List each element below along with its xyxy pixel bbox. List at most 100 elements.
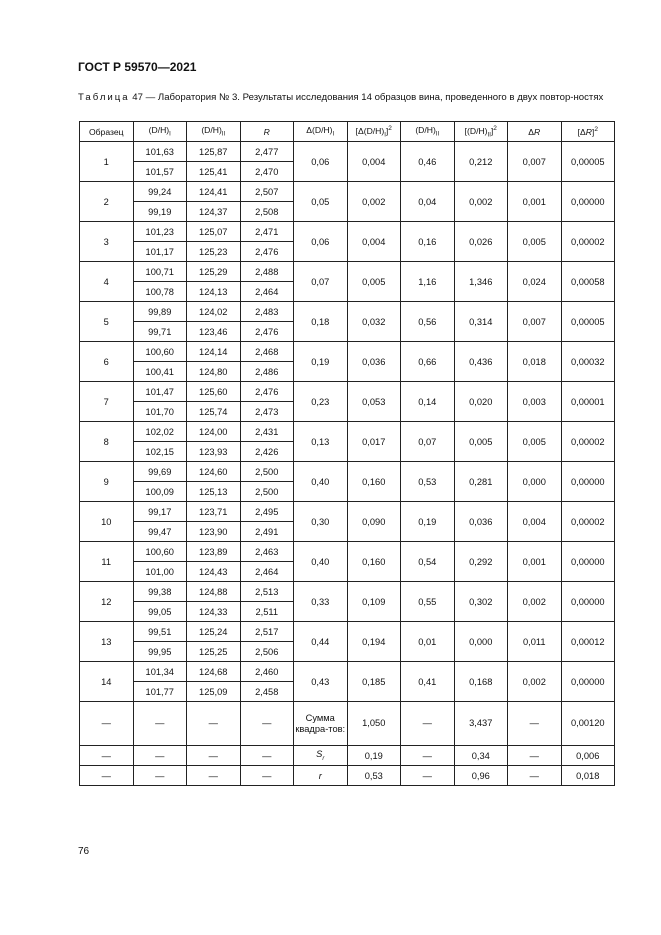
dh1-cell: 101,63	[132, 141, 187, 162]
r-cell: 2,460	[239, 661, 294, 682]
sample-number-cell: 10	[79, 501, 134, 542]
dh2-cell: 125,13	[186, 481, 241, 502]
sample-number-cell: 6	[79, 341, 134, 382]
d2sq-cell: 0,302	[453, 581, 508, 622]
summary-value-cell: 0,96	[453, 765, 508, 786]
dh1-cell: 101,00	[132, 561, 187, 582]
r-cell: 2,477	[239, 141, 294, 162]
d1sq-cell: 0,185	[346, 661, 401, 702]
summary-value-cell: 0,19	[346, 745, 401, 766]
drsq-cell: 0,00058	[560, 261, 615, 302]
dh2-cell: 125,25	[186, 641, 241, 662]
dh1-cell: 99,69	[132, 461, 187, 482]
summary-value-cell: —	[507, 701, 562, 746]
dr-cell: 0,005	[507, 221, 562, 262]
dh2-cell: 124,60	[186, 461, 241, 482]
r-cell: 2,517	[239, 621, 294, 642]
caption-text: 47 — Лаборатория № 3. Результаты исследо…	[132, 92, 604, 103]
sample-number-cell: 14	[79, 661, 134, 702]
table-row: 6 100,60 124,14 2,468 0,19 0,036 0,66 0,436 0,01…	[79, 341, 615, 382]
r-cell: 2,513	[239, 581, 294, 602]
sample-number-cell: 8	[79, 421, 134, 462]
table-header-row: Образец (D/H)I (D/H)II R Δ(D/H)I [Δ(D/H)…	[79, 121, 615, 142]
table-row: 2 99,24 124,41 2,507 0,05 0,002 0,04 0,002 0,001…	[79, 181, 615, 222]
table-row-repeat: 99,95 125,25 2,506	[80, 641, 615, 662]
r-cell: 2,464	[239, 281, 294, 302]
d1-cell: 0,06	[293, 141, 348, 182]
drsq-cell: 0,00000	[560, 581, 615, 622]
drsq-cell: 0,00002	[560, 221, 615, 262]
table-row: 14 101,34 124,68 2,460 0,43 0,185 0,41 0,168 0,0…	[79, 661, 615, 702]
summary-value-cell: —	[400, 765, 455, 786]
table-row-repeat: 101,17 125,23 2,476	[80, 241, 615, 262]
dh1-cell: 100,41	[132, 361, 187, 382]
d2-cell: 0,54	[400, 541, 455, 582]
summary-label-cell: Сумма квадра-тов:	[293, 701, 348, 746]
summary-value-cell: —	[400, 745, 455, 766]
dr-cell: 0,007	[507, 141, 562, 182]
d2-cell: 0,53	[400, 461, 455, 502]
dr-cell: 0,005	[507, 421, 562, 462]
r-cell: 2,495	[239, 501, 294, 522]
d1sq-cell: 0,160	[346, 461, 401, 502]
dh1-cell: 101,47	[132, 381, 187, 402]
dh1-cell: 101,34	[132, 661, 187, 682]
table-row: 11 100,60 123,89 2,463 0,40 0,160 0,54 0,292 0,0…	[79, 541, 615, 582]
dh2-cell: 125,41	[186, 161, 241, 182]
dh1-cell: 102,02	[132, 421, 187, 442]
dh2-cell: 124,02	[186, 301, 241, 322]
table-row-repeat: 101,00 124,43 2,464	[80, 561, 615, 582]
sample-number-cell: 3	[79, 221, 134, 262]
summary-value-cell: 0,00120	[560, 701, 615, 746]
d2-cell: 0,16	[400, 221, 455, 262]
dh2-cell: 125,87	[186, 141, 241, 162]
dh2-cell: 123,93	[186, 441, 241, 462]
dh1-cell: 100,78	[132, 281, 187, 302]
d2-cell: 0,07	[400, 421, 455, 462]
d1-cell: 0,19	[293, 341, 348, 382]
r-cell: 2,458	[239, 681, 294, 702]
d1sq-cell: 0,194	[346, 621, 401, 662]
d2sq-cell: 1,346	[453, 261, 508, 302]
sample-number-cell: 7	[79, 381, 134, 422]
d1-cell: 0,40	[293, 461, 348, 502]
summary-value-cell: —	[239, 745, 294, 766]
dh2-cell: 124,14	[186, 341, 241, 362]
drsq-cell: 0,00032	[560, 341, 615, 382]
d2sq-cell: 0,168	[453, 661, 508, 702]
table-row: 12 99,38 124,88 2,513 0,33 0,109 0,55 0,302 0,00…	[79, 581, 615, 622]
summary-value-cell: —	[507, 745, 562, 766]
d2-cell: 0,55	[400, 581, 455, 622]
dh1-cell: 100,60	[132, 541, 187, 562]
r-cell: 2,491	[239, 521, 294, 542]
dh2-cell: 125,24	[186, 621, 241, 642]
drsq-cell: 0,00000	[560, 181, 615, 222]
r-cell: 2,471	[239, 221, 294, 242]
dh1-cell: 101,77	[132, 681, 187, 702]
summary-value-cell: 1,050	[346, 701, 401, 746]
results-table: Образец (D/H)I (D/H)II R Δ(D/H)I [Δ(D/H)…	[79, 121, 615, 786]
d2sq-cell: 0,002	[453, 181, 508, 222]
dr-cell: 0,003	[507, 381, 562, 422]
drsq-cell: 0,00005	[560, 301, 615, 342]
d1-cell: 0,43	[293, 661, 348, 702]
d2sq-cell: 0,026	[453, 221, 508, 262]
col-header-delta-dh1-sq: [Δ(D/H)I]2	[346, 121, 401, 142]
table-row-repeat: 101,77 125,09 2,458	[80, 681, 615, 702]
d1sq-cell: 0,036	[346, 341, 401, 382]
d2sq-cell: 0,436	[453, 341, 508, 382]
summary-value-cell: —	[507, 765, 562, 786]
d1sq-cell: 0,002	[346, 181, 401, 222]
summary-value-cell: —	[186, 765, 241, 786]
table-row: 9 99,69 124,60 2,500 0,40 0,160 0,53 0,281 0,000…	[79, 461, 615, 502]
drsq-cell: 0,00000	[560, 461, 615, 502]
summary-value-cell: —	[239, 765, 294, 786]
dr-cell: 0,004	[507, 501, 562, 542]
document-standard-number: ГОСТ Р 59570—2021	[78, 60, 197, 74]
d2sq-cell: 0,212	[453, 141, 508, 182]
table-row: 8 102,02 124,00 2,431 0,13 0,017 0,07 0,005 0,00…	[79, 421, 615, 462]
dr-cell: 0,001	[507, 541, 562, 582]
dh1-cell: 101,23	[132, 221, 187, 242]
table-row-repeat: 100,78 124,13 2,464	[80, 281, 615, 302]
drsq-cell: 0,00005	[560, 141, 615, 182]
